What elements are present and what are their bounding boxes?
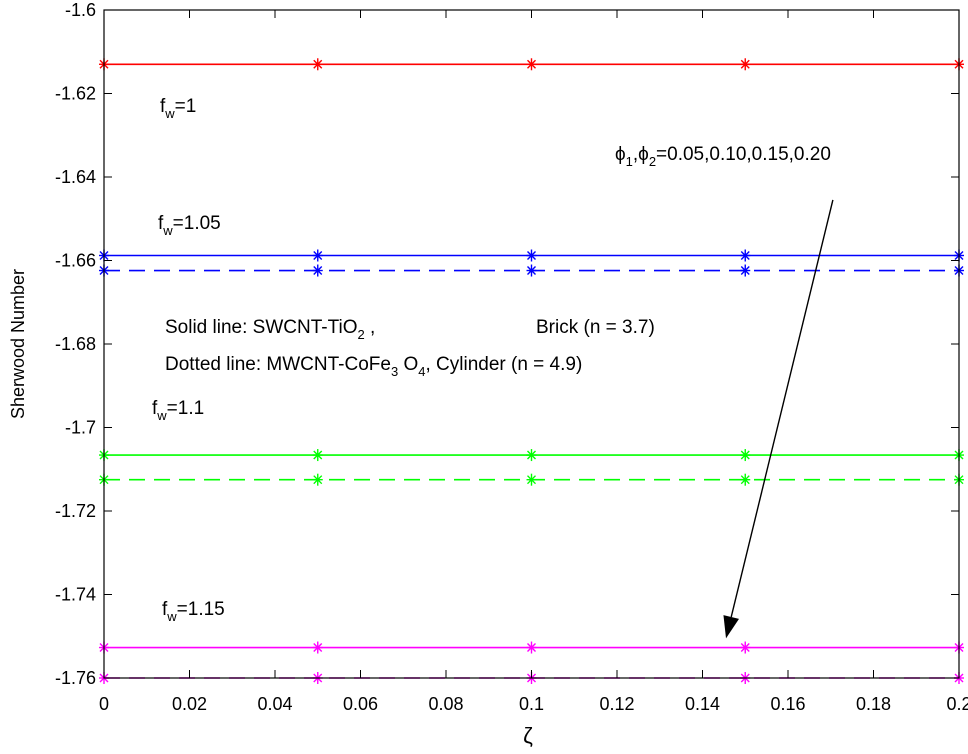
data-point [740, 641, 751, 654]
arrow-head [723, 615, 739, 639]
data-point [312, 249, 323, 262]
series-4-solid [99, 449, 964, 462]
y-tick-label: -1.62 [55, 84, 96, 104]
y-tick-label: -1.64 [55, 167, 96, 187]
series-3-dashed [99, 264, 964, 277]
annotation-fw-1-15: fw=1.15 [162, 599, 225, 624]
y-tick-label: -1.66 [55, 251, 96, 271]
x-tick-label: 0.1 [519, 694, 544, 714]
data-point [740, 58, 751, 71]
data-point [740, 249, 751, 262]
y-tick-label: -1.6 [65, 0, 96, 20]
data-point [312, 473, 323, 486]
data-point [312, 58, 323, 71]
data-point [740, 264, 751, 277]
annotation-solid-line: Solid line: SWCNT-TiO2 , [165, 317, 375, 342]
data-point [526, 249, 537, 262]
annotation-fw-1: fw=1 [160, 96, 196, 121]
data-point [526, 264, 537, 277]
data-point [526, 449, 537, 462]
y-tick-label: -1.72 [55, 501, 96, 521]
y-tick-label: -1.7 [65, 418, 96, 438]
arrow-layer [723, 199, 834, 639]
x-tick-label: 0.16 [770, 694, 805, 714]
x-tick-label: 0.04 [257, 694, 292, 714]
x-tick-label: 0.18 [856, 694, 891, 714]
y-tick-label: -1.74 [55, 585, 96, 605]
data-point [740, 473, 751, 486]
x-tick-label: 0 [99, 694, 109, 714]
x-tick-label: 0.14 [685, 694, 720, 714]
data-point [526, 641, 537, 654]
y-tick-label: -1.76 [55, 668, 96, 688]
annotation-fw-1-05: fw=1.05 [158, 213, 221, 238]
series-1-solid [99, 58, 964, 71]
y-tick-label: -1.68 [55, 334, 96, 354]
data-point [526, 58, 537, 71]
x-tick-label: 0.06 [343, 694, 378, 714]
data-point [312, 449, 323, 462]
series-5-dashed [99, 473, 964, 486]
annotation-phi-values: ϕ1,ϕ2=0.05,0.10,0.15,0.20 [615, 144, 831, 169]
annotation-solid-line-shape: Brick (n = 3.7) [536, 317, 655, 338]
plot-frame [103, 9, 960, 679]
x-tick-label: 0.08 [428, 694, 463, 714]
x-tick-label: 0.2 [946, 694, 968, 714]
data-point [312, 641, 323, 654]
x-tick-label: 0.02 [172, 694, 207, 714]
data-point [312, 264, 323, 277]
series-6-solid [99, 641, 964, 654]
data-point [740, 449, 751, 462]
x-axis-label: ζ [523, 723, 533, 748]
data-point [526, 473, 537, 486]
x-tick-label: 0.12 [599, 694, 634, 714]
series-2-solid [99, 249, 964, 262]
ticks-layer: 0 0.02 0.04 0.06 0.08 0.1 0.12 0.14 0.16 0.18 0.2 -… [55, 0, 968, 714]
y-axis-label: Sherwood Number [8, 269, 28, 419]
annotation-dotted-line: Dotted line: MWCNT-CoFe3 O4, Cylinder (n… [165, 354, 582, 379]
arrow-shaft [730, 199, 834, 618]
annotation-fw-1-1: fw=1.1 [152, 398, 204, 423]
